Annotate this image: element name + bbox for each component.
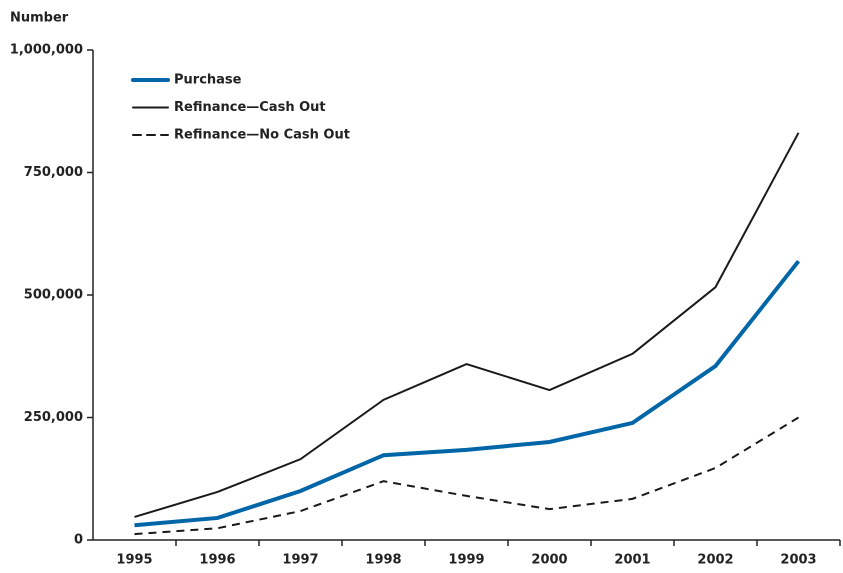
x-tick-label: 1998	[365, 553, 401, 568]
x-tick-label: 1995	[116, 553, 152, 568]
x-tick-label: 2001	[614, 553, 650, 568]
x-tick-label: 1997	[282, 553, 318, 568]
y-axis-label: Number	[10, 11, 69, 26]
x-tick-label: 1999	[448, 553, 484, 568]
x-tick-label: 1996	[199, 553, 235, 568]
legend-label: Purchase	[174, 73, 242, 88]
x-tick-label: 2003	[780, 553, 816, 568]
y-tick-label: 250,000	[24, 410, 83, 425]
y-tick-label: 500,000	[24, 288, 83, 303]
y-tick-label: 0	[74, 533, 83, 548]
x-tick-label: 2002	[697, 553, 733, 568]
y-tick-label: 1,000,000	[10, 43, 83, 58]
x-tick-label: 2000	[531, 553, 567, 568]
legend-label: Refinance—Cash Out	[174, 100, 326, 115]
series-line	[134, 259, 801, 528]
y-tick-label: 750,000	[24, 165, 83, 180]
series-line	[134, 132, 800, 518]
series-line	[134, 416, 800, 536]
legend-label: Refinance—No Cash Out	[174, 128, 350, 143]
